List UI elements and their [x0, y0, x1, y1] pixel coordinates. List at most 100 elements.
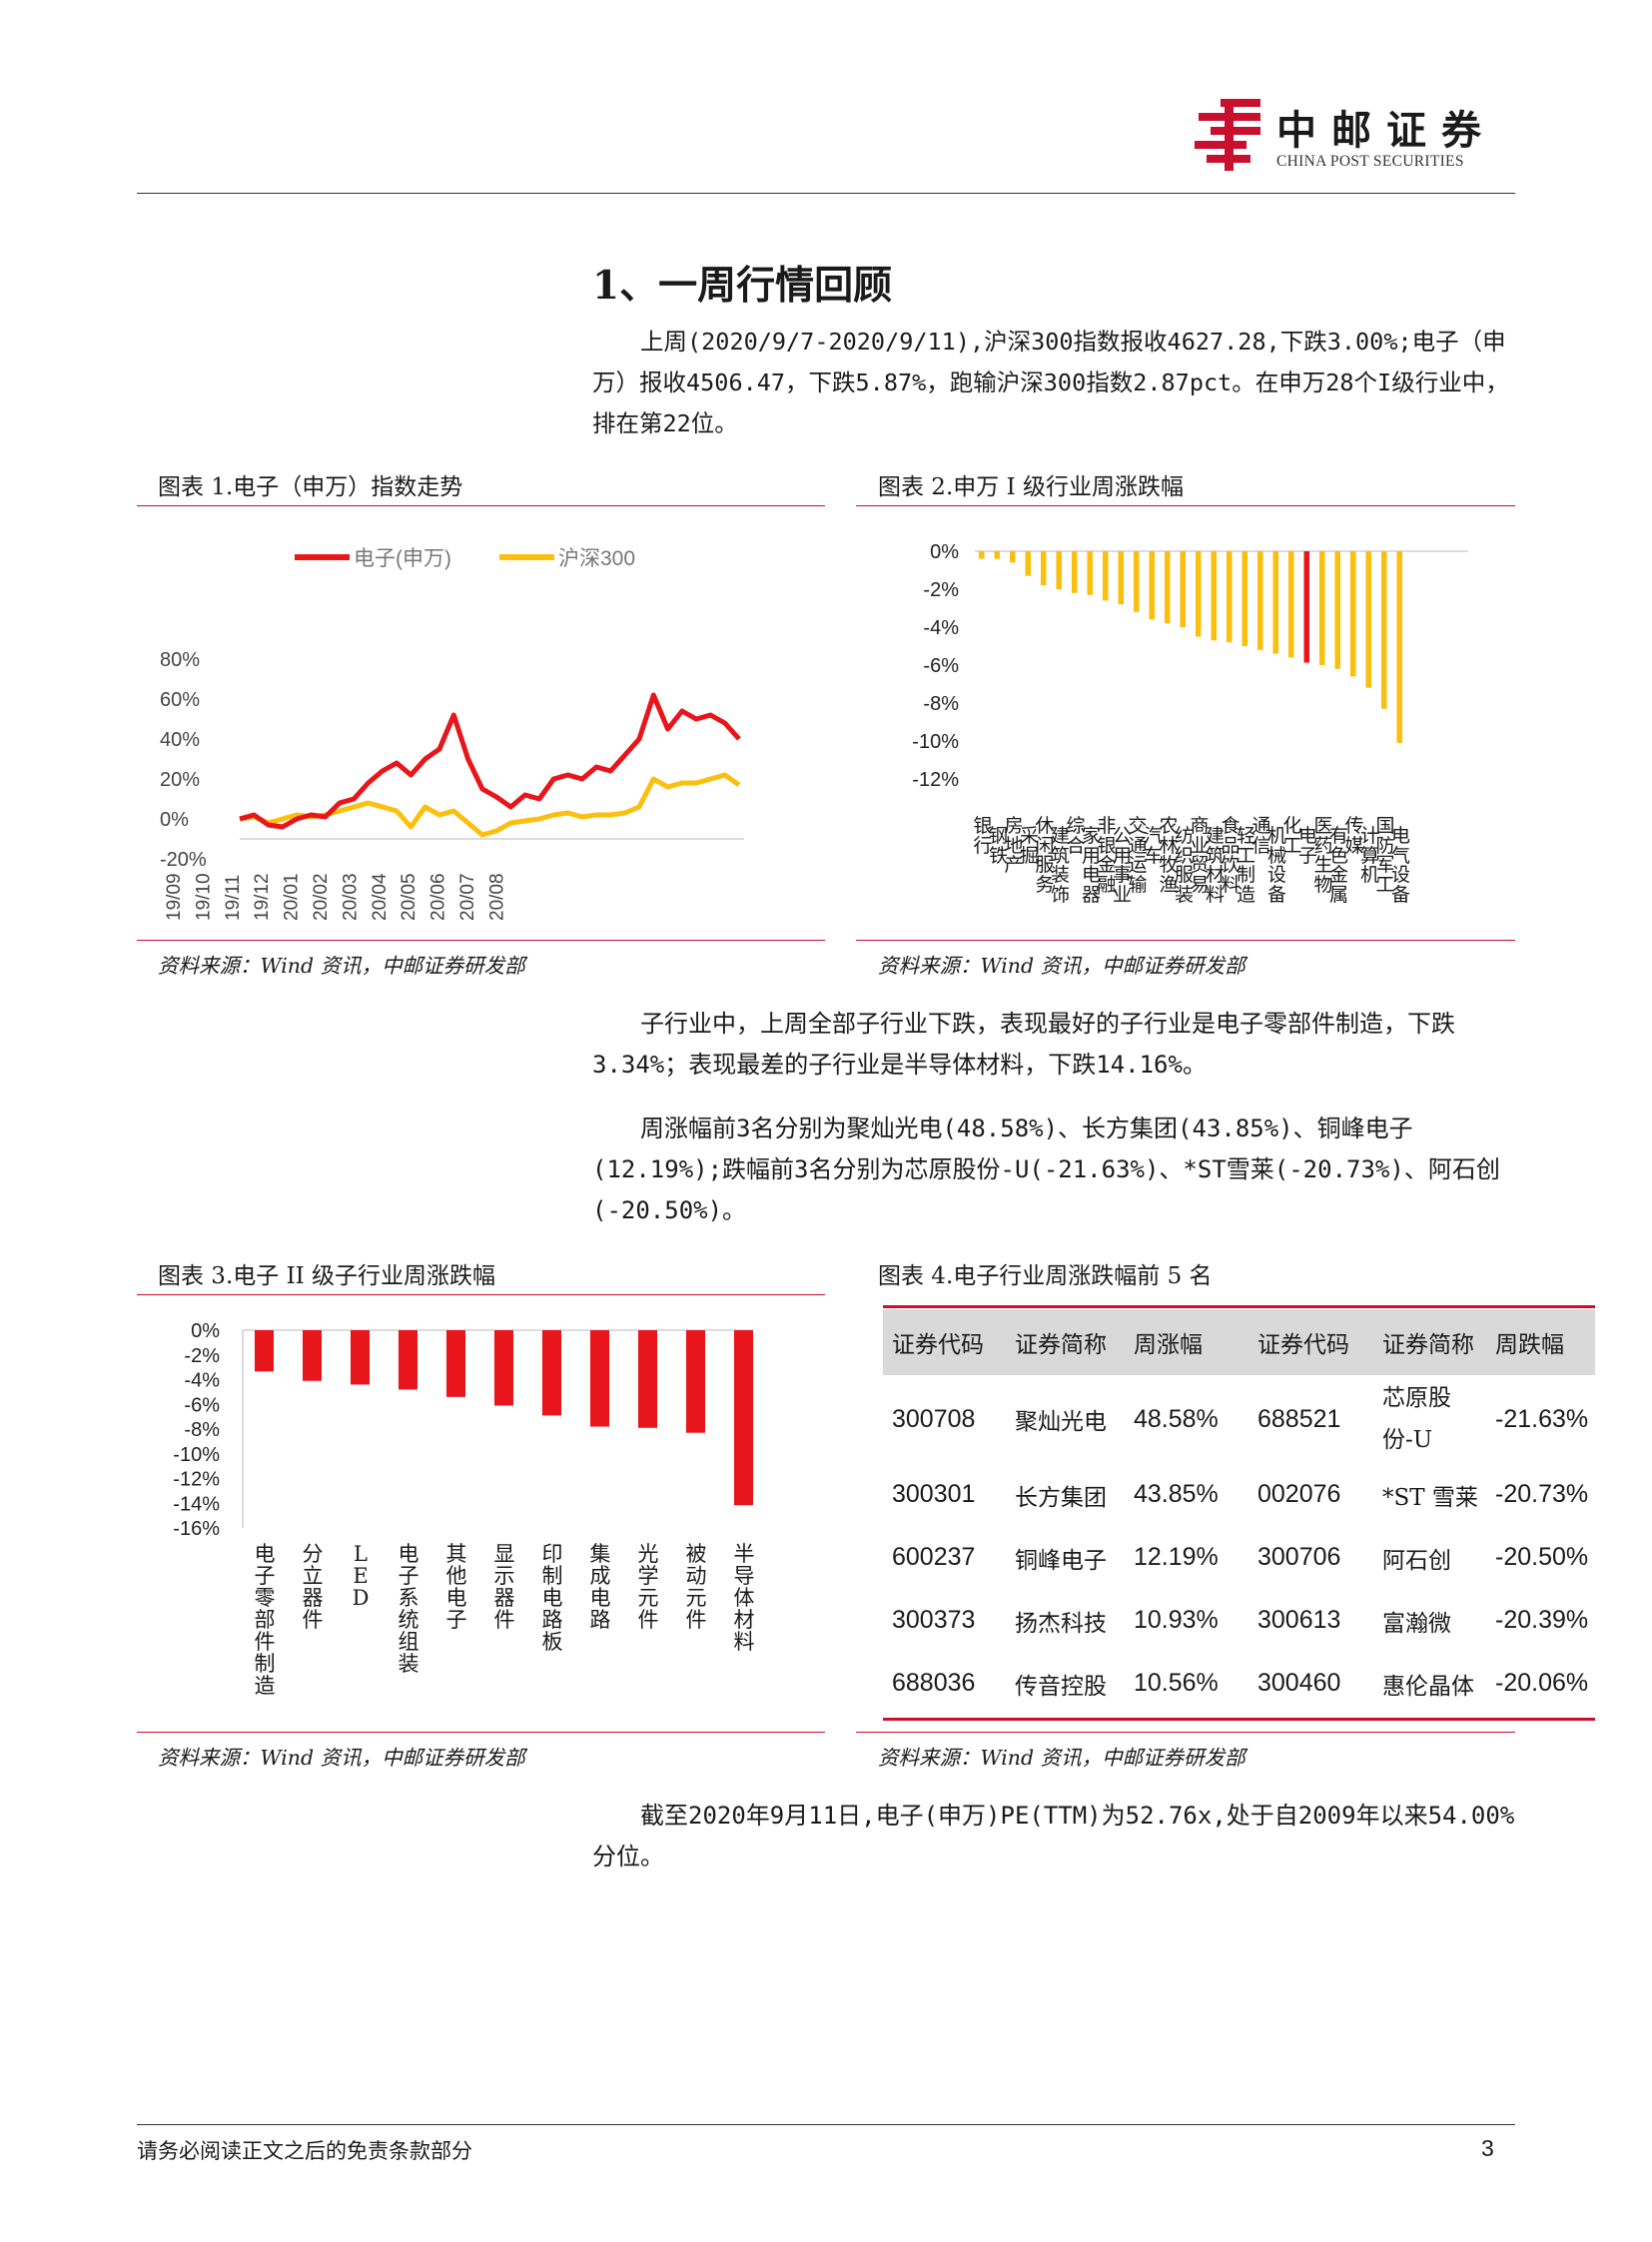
x-tick-label: 20/05	[399, 873, 419, 921]
bar-交通运输	[1134, 551, 1140, 612]
fig3-bottom-rule	[137, 1732, 825, 1733]
category-label: 电 子 系 统 组 装	[398, 1542, 419, 1676]
line-chart: 电子(申万) 沪深300 -20% 0% 20% 40% 60% 80% 19/09 19/…	[160, 547, 744, 921]
y-tick-label: -20%	[160, 849, 207, 871]
weekly-loss: -20.73%	[1495, 1480, 1589, 1508]
col-header-gain: 周涨幅	[1125, 1309, 1248, 1375]
bar-采掘	[1025, 551, 1031, 576]
bar-农林牧渔	[1165, 551, 1171, 624]
weekly-loss: -20.39%	[1495, 1606, 1589, 1634]
fig4-source: 资料来源：Wind 资讯，中邮证券研发部	[878, 1746, 1245, 1770]
category-label: 汽 车	[1143, 825, 1163, 867]
category-label: 综 合	[1066, 815, 1086, 857]
header-divider	[137, 193, 1515, 194]
y-tick-label: -2%	[923, 579, 959, 601]
category-label: 纺 织 服 装	[1174, 825, 1194, 906]
y-tick-label: -12%	[912, 769, 959, 791]
category-label: 轻 工 制 造	[1236, 825, 1255, 906]
category-label: 电 子	[1297, 825, 1317, 867]
stock-code: 300706	[1257, 1543, 1341, 1571]
bar-家用电器	[1087, 551, 1093, 595]
category-label: 钢 铁	[988, 825, 1008, 867]
stock-name: 传音控股	[1015, 1673, 1107, 1700]
stock-name: 铜峰电子	[1015, 1547, 1107, 1574]
category-label: 银 行	[973, 815, 993, 857]
category-label: L E D	[352, 1542, 370, 1610]
stock-code: 300373	[892, 1606, 976, 1634]
para-market-review: 上周(2020/9/7-2020/9/11),沪深300指数报收4627.28,…	[592, 328, 1509, 437]
bar-非银金融	[1103, 551, 1109, 601]
col-header-code: 证券代码	[1248, 1309, 1373, 1375]
x-tick-label: 20/02	[311, 873, 332, 921]
brand-name-en: CHINA POST SECURITIES	[1276, 153, 1464, 170]
table-row: 688036 传音控股 10.56% 300460 惠伦晶体 -20.06%	[883, 1652, 1595, 1715]
bar-建筑材料	[1211, 551, 1217, 641]
table-row: 300301 长方集团 43.85% 002076 *ST 雪莱 -20.73%	[883, 1463, 1595, 1526]
category-label: 休 闲 服 务	[1035, 815, 1055, 896]
bar-电子系统组装	[399, 1330, 417, 1390]
fig2-title: 图表 2.申万 I 级行业周涨跌幅	[878, 474, 1184, 500]
y-tick-label: -6%	[184, 1394, 220, 1416]
stock-code: 300460	[1257, 1669, 1341, 1697]
bar-银行	[979, 551, 985, 559]
bar-印制电路板	[542, 1330, 561, 1416]
category-label: 农 林 牧 渔	[1159, 815, 1179, 896]
top5-table: 证券代码 证券简称 周涨幅 证券代码 证券简称 周跌幅 300708 聚灿光电 …	[883, 1309, 1595, 1715]
category-label: 机 械 设 备	[1266, 825, 1286, 906]
table-row: 300373 扬杰科技 10.93% 300613 富瀚微 -20.39%	[883, 1589, 1595, 1652]
col-header-loss: 周跌幅	[1486, 1309, 1595, 1375]
y-tick-label: -4%	[923, 617, 959, 639]
bar-通信	[1257, 551, 1263, 650]
y-tick-label: 0%	[160, 809, 189, 831]
stock-code: 600237	[892, 1543, 976, 1571]
category-label: 分 立 器 件	[302, 1542, 324, 1632]
bar-医药生物	[1319, 551, 1325, 665]
category-label: 电 子 零 部 件 制 造	[254, 1542, 276, 1698]
stock-code: 300613	[1257, 1606, 1341, 1634]
weekly-gain: 48.58%	[1134, 1404, 1219, 1433]
legend-label-2: 沪深300	[558, 547, 635, 570]
category-label: 光 学 元 件	[637, 1542, 659, 1632]
bar-机械设备	[1272, 551, 1278, 654]
industry-bar-chart: 0% -2% -4% -6% -8% -10% -12%	[912, 541, 1468, 791]
fig4-bottom-rule	[856, 1732, 1515, 1733]
y-tick-label: 0%	[191, 1320, 220, 1342]
category-label: 传 媒	[1344, 815, 1364, 857]
weekly-gain: 43.85%	[1134, 1480, 1219, 1508]
stock-name: *ST 雪莱	[1382, 1484, 1478, 1511]
fig1-source: 资料来源：Wind 资讯，中邮证券研发部	[158, 954, 525, 978]
bar-房地产	[1010, 551, 1016, 563]
y-tick-label: -14%	[173, 1493, 220, 1515]
y-tick-label: -8%	[184, 1419, 220, 1441]
bar-化工	[1288, 551, 1294, 658]
x-tick-label: 20/01	[282, 873, 303, 921]
legend: 电子(申万) 沪深300	[295, 547, 635, 570]
category-label: 被 动 元 件	[685, 1542, 707, 1632]
bar-显示器件	[494, 1330, 513, 1406]
category-label: 显 示 器 件	[493, 1542, 515, 1632]
category-label: 电 气 设 备	[1390, 825, 1410, 906]
bar-电子零部件制造	[255, 1330, 274, 1372]
category-label: 家 用 电 器	[1081, 825, 1101, 906]
bar-钢铁	[994, 551, 1000, 559]
series-line-electronics	[239, 692, 741, 830]
category-label: 医 药 生 物	[1313, 815, 1333, 896]
y-tick-label: -16%	[173, 1518, 220, 1540]
fig4-title: 图表 4.电子行业周涨跌幅前 5 名	[878, 1263, 1213, 1289]
category-label: 公 用 事 业	[1112, 825, 1132, 906]
logo-mark	[1193, 97, 1268, 173]
bar-计算机	[1365, 551, 1371, 688]
bar-国防军工	[1381, 551, 1387, 709]
category-label: 集 成 电 路	[589, 1542, 611, 1632]
x-tick-label: 19/11	[223, 875, 244, 921]
stock-code: 300708	[892, 1404, 976, 1433]
bar-有色金属	[1334, 551, 1340, 669]
category-label: 国 防 军 工	[1375, 815, 1395, 896]
col-header-name: 证券简称	[1373, 1309, 1486, 1375]
fig3-source: 资料来源：Wind 资讯，中邮证券研发部	[158, 1746, 525, 1770]
stock-code: 688521	[1257, 1404, 1341, 1433]
stock-name: 富瀚微	[1382, 1610, 1451, 1637]
y-tick-label: -2%	[184, 1345, 220, 1367]
category-label: 化 工	[1282, 815, 1302, 857]
weekly-loss: -21.63%	[1495, 1404, 1589, 1433]
